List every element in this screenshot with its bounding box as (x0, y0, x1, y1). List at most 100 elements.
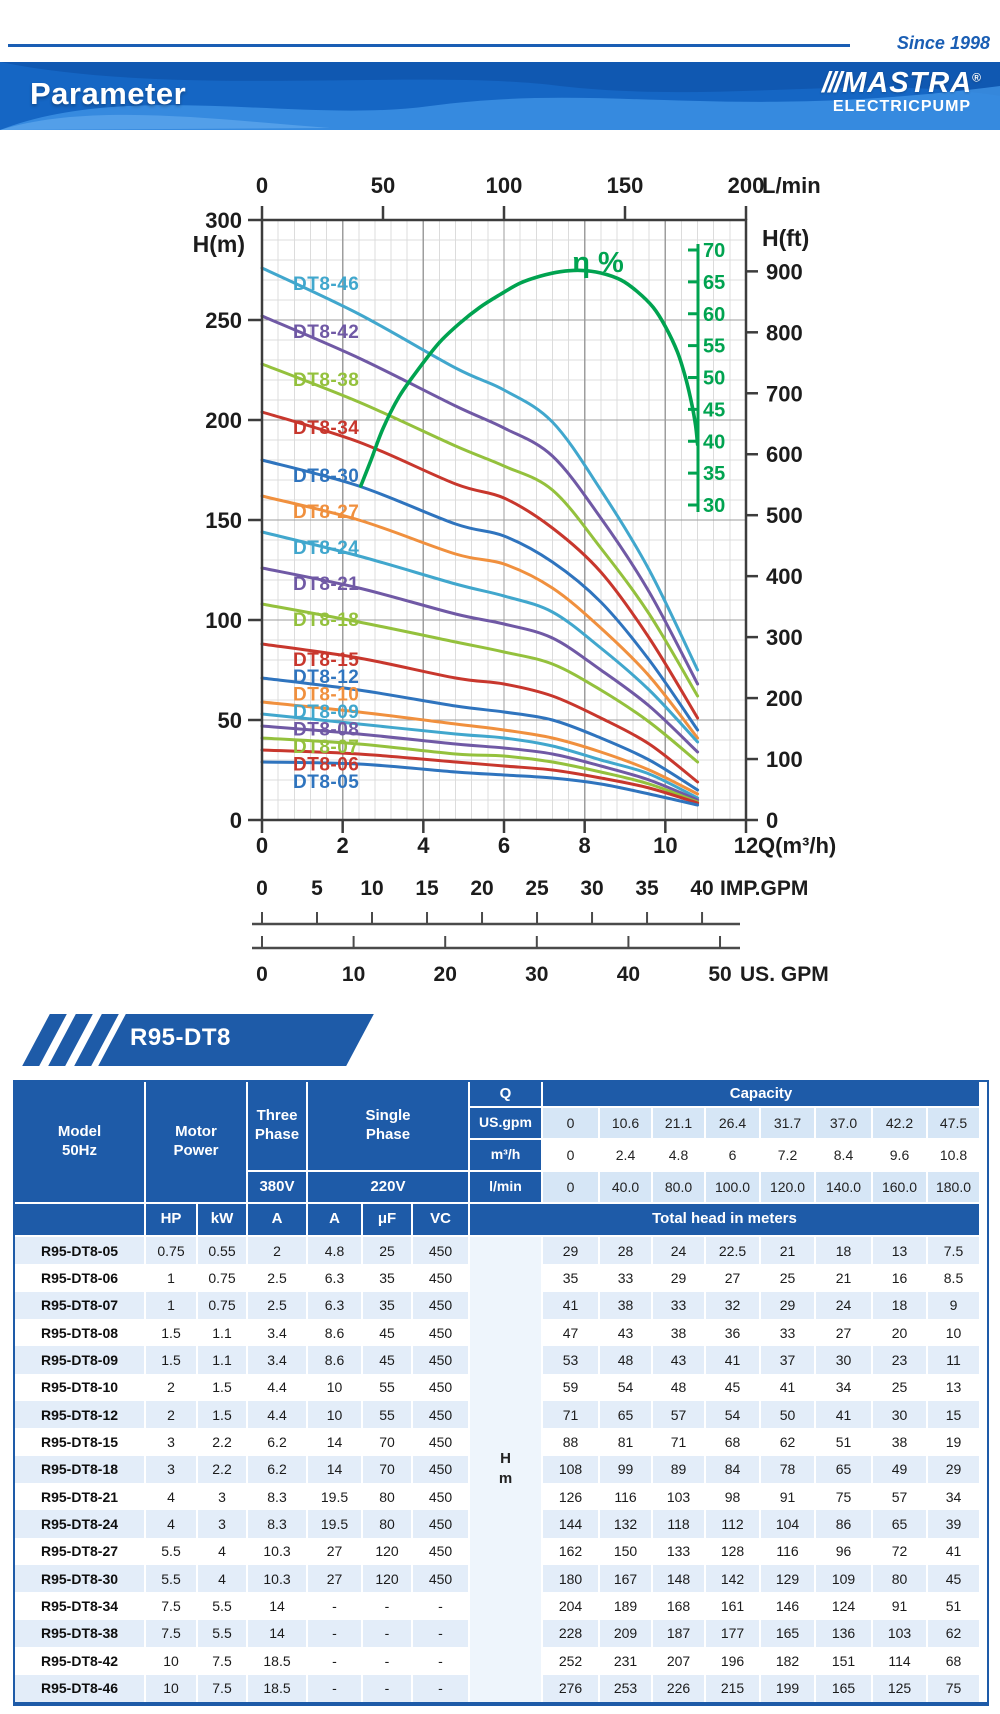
curve-label-DT8-15: DT8-15 (293, 650, 359, 671)
row-head-value: 30 (816, 1346, 873, 1374)
svg-text:0: 0 (256, 963, 268, 986)
unit-us-gpm: US.gpm (470, 1108, 543, 1140)
row-head-value: 54 (706, 1401, 761, 1429)
row-head-value: 30 (873, 1401, 928, 1429)
pump-curve-DT8-06 (260, 748, 700, 805)
subheader-blank (15, 1204, 146, 1237)
page-banner: Parameter ///MASTRA® ELECTRICPUMP (0, 62, 1000, 130)
row-electrical-value: 25 (363, 1237, 413, 1265)
svg-text:20: 20 (470, 877, 493, 900)
row-electrical-value: 55 (363, 1373, 413, 1402)
row-head-value: 11 (928, 1346, 981, 1374)
row-electrical-value: 4 (198, 1537, 248, 1566)
row-head-value: 72 (873, 1537, 928, 1566)
pump-curve-DT8-12 (260, 676, 700, 792)
row-head-value: 228 (543, 1619, 600, 1648)
row-head-value: 32 (706, 1291, 761, 1320)
row-electrical-value: 450 (413, 1319, 470, 1347)
col-header-380v: 380V (248, 1172, 308, 1204)
svg-text:800: 800 (766, 320, 803, 345)
row-model: R95-DT8-07 (15, 1291, 146, 1320)
brand-name: MASTRA (842, 67, 973, 99)
capacity-value: 0 (543, 1172, 600, 1204)
row-model: R95-DT8-27 (15, 1537, 146, 1566)
row-head-value: 75 (816, 1483, 873, 1511)
svg-text:0: 0 (256, 173, 268, 198)
row-electrical-value: 1 (146, 1291, 198, 1320)
row-head-value: 65 (816, 1455, 873, 1484)
row-head-value: 80 (873, 1565, 928, 1593)
parameter-table: Model 50Hz Motor Power Three Phase 380V … (13, 1080, 989, 1706)
row-head-value: 38 (600, 1291, 653, 1320)
svg-text:10: 10 (342, 963, 365, 986)
svg-text:8: 8 (579, 833, 591, 858)
row-head-value: 103 (873, 1619, 928, 1648)
row-electrical-value: 0.75 (146, 1237, 198, 1265)
row-head-value: 126 (543, 1483, 600, 1511)
row-head-value: 54 (600, 1373, 653, 1402)
row-head-value: 27 (816, 1319, 873, 1347)
curve-label-DT8-27: DT8-27 (293, 502, 359, 523)
row-model: R95-DT8-06 (15, 1264, 146, 1292)
row-electrical-value: 8.3 (248, 1483, 308, 1511)
curve-label-DT8-24: DT8-24 (293, 538, 359, 559)
pump-performance-chart: 70 65 60 55 50 45 40 35 30 η % DT8-46 DT8-42 DT8-38 D… (0, 140, 1000, 1000)
capacity-value: 9.6 (873, 1140, 928, 1172)
svg-text:150: 150 (607, 173, 644, 198)
row-head-value: 10 (928, 1319, 981, 1347)
row-head-value: 114 (873, 1647, 928, 1675)
svg-text:35: 35 (635, 877, 659, 900)
svg-text:100: 100 (766, 747, 803, 772)
row-head-value: 118 (653, 1510, 706, 1538)
eta-tick-label: 35 (703, 463, 725, 485)
row-electrical-value: 1 (146, 1264, 198, 1292)
row-head-value: 7.5 (928, 1237, 981, 1265)
svg-text:IMP.GPM: IMP.GPM (720, 877, 808, 900)
curve-label-DT8-18: DT8-18 (293, 610, 359, 631)
row-electrical-value: 8.6 (308, 1319, 363, 1347)
capacity-value: 31.7 (761, 1108, 816, 1140)
row-head-value: 23 (873, 1346, 928, 1374)
svg-text:30: 30 (580, 877, 603, 900)
row-electrical-value: 10.3 (248, 1565, 308, 1593)
row-head-value: 65 (600, 1401, 653, 1429)
pump-curve-DT8-34 (260, 410, 700, 720)
subheader-vc: VC (413, 1204, 470, 1237)
row-head-value: 25 (873, 1373, 928, 1402)
row-model: R95-DT8-10 (15, 1373, 146, 1402)
row-electrical-value: - (308, 1674, 363, 1702)
row-electrical-value: 7.5 (146, 1619, 198, 1648)
row-electrical-value: - (363, 1592, 413, 1620)
row-electrical-value: 120 (363, 1537, 413, 1566)
row-head-value: 180 (543, 1565, 600, 1593)
eta-tick-label: 40 (703, 431, 725, 453)
row-electrical-value: 0.75 (198, 1291, 248, 1320)
row-electrical-value: 7.5 (198, 1674, 248, 1702)
row-electrical-value: 1.5 (198, 1401, 248, 1429)
registered-mark-icon: ® (972, 70, 982, 85)
row-head-value: 129 (761, 1565, 816, 1593)
row-head-value: 71 (653, 1428, 706, 1456)
row-electrical-value: 3.4 (248, 1346, 308, 1374)
row-model: R95-DT8-21 (15, 1483, 146, 1511)
row-electrical-value: 14 (308, 1428, 363, 1456)
row-electrical-value: 1.5 (146, 1319, 198, 1347)
row-head-value: 196 (706, 1647, 761, 1675)
row-head-value: 109 (816, 1565, 873, 1593)
row-electrical-value: 19.5 (308, 1510, 363, 1538)
row-electrical-value: 450 (413, 1565, 470, 1593)
row-head-value: 29 (928, 1455, 981, 1484)
row-head-value: 112 (706, 1510, 761, 1538)
row-electrical-value: 35 (363, 1264, 413, 1292)
row-head-value: 162 (543, 1537, 600, 1566)
row-head-value: 89 (653, 1455, 706, 1484)
row-electrical-value: 450 (413, 1291, 470, 1320)
series-title: R95-DT8 (130, 1024, 231, 1051)
eta-tick-label: 60 (703, 304, 725, 326)
svg-text:4: 4 (417, 833, 430, 858)
row-electrical-value: 2.2 (198, 1428, 248, 1456)
row-head-value: 38 (873, 1428, 928, 1456)
pump-curve-DT8-07 (260, 736, 700, 804)
row-electrical-value: - (363, 1674, 413, 1702)
axis-bottom-q: 0 2 4 6 8 10 12 Q(m³/h) (256, 820, 836, 858)
